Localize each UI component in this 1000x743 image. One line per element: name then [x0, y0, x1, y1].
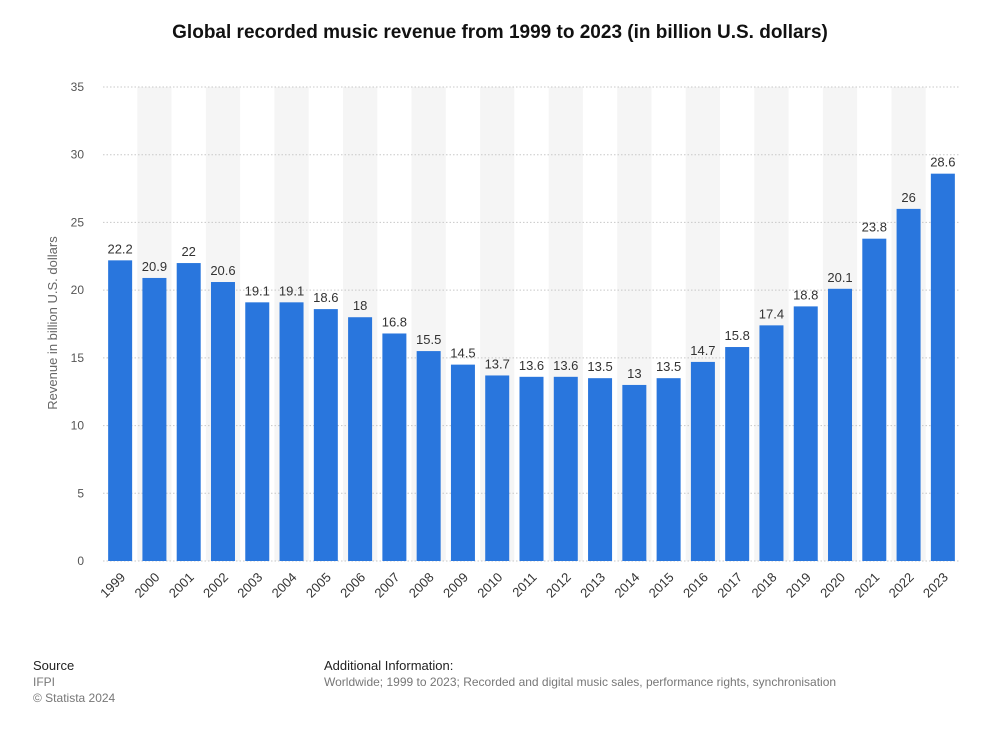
x-tick-label: 2012	[543, 570, 574, 601]
source-block: Source IFPI © Statista 2024	[33, 658, 115, 706]
y-tick-label: 10	[71, 419, 85, 433]
chart-title: Global recorded music revenue from 1999 …	[172, 22, 828, 43]
additional-info-block: Additional Information: Worldwide; 1999 …	[324, 658, 836, 690]
y-axis-label: Revenue in billion U.S. dollars	[45, 236, 60, 410]
x-tick-label: 2021	[851, 570, 882, 601]
x-tick-label: 2007	[371, 570, 402, 601]
x-tick-label: 2019	[783, 570, 814, 601]
x-tick-label: 2001	[166, 570, 197, 601]
bar[interactable]	[656, 378, 681, 561]
x-tick-label: 2002	[200, 570, 231, 601]
x-tick-label: 2013	[577, 570, 608, 601]
data-label: 28.6	[930, 155, 955, 170]
x-tick-label: 2015	[646, 570, 677, 601]
copyright: © Statista 2024	[33, 691, 116, 705]
y-tick-label: 0	[77, 554, 84, 568]
bar[interactable]	[416, 351, 441, 561]
bar[interactable]	[348, 317, 373, 561]
data-label: 16.8	[382, 314, 407, 329]
y-tick-label: 20	[71, 283, 85, 297]
bar[interactable]	[450, 364, 475, 561]
data-label: 18	[353, 298, 367, 313]
y-axis-ticks: 0 5 10 15 20 25 30 35	[71, 80, 85, 568]
additional-info-text: Worldwide; 1999 to 2023; Recorded and di…	[324, 675, 837, 689]
data-label: 13	[627, 366, 641, 381]
data-label: 20.1	[827, 270, 852, 285]
data-label: 13.6	[553, 358, 578, 373]
bar[interactable]	[142, 277, 167, 561]
bar[interactable]	[485, 375, 510, 561]
bar[interactable]	[519, 376, 544, 561]
bar[interactable]	[930, 173, 955, 561]
bar[interactable]	[279, 302, 304, 561]
data-label: 19.1	[279, 283, 304, 298]
data-label: 22.2	[107, 241, 132, 256]
data-labels: 22.2 20.9 22 20.6 19.1 19.1 18.6 18 16.8 15.5 14.5…	[107, 155, 955, 381]
bar-chart: 0 5 10 15 20 25 30 35 22.2 20.9 22 20.6 19.1 19.1 18.…	[45, 80, 960, 601]
source-heading: Source	[33, 658, 75, 673]
data-label: 14.5	[450, 346, 475, 361]
bar[interactable]	[313, 309, 338, 561]
y-tick-label: 5	[77, 486, 84, 500]
bar[interactable]	[382, 333, 407, 561]
x-tick-label: 1999	[97, 570, 128, 601]
bar[interactable]	[862, 238, 887, 561]
bar[interactable]	[896, 208, 921, 561]
data-label: 20.9	[142, 259, 167, 274]
data-label: 20.6	[210, 263, 235, 278]
x-tick-label: 2017	[714, 570, 745, 601]
bar[interactable]	[622, 384, 647, 561]
data-label: 13.6	[519, 358, 544, 373]
x-tick-label: 2022	[886, 570, 917, 601]
bar[interactable]	[793, 306, 818, 561]
x-tick-label: 2016	[680, 570, 711, 601]
bar[interactable]	[690, 361, 715, 561]
bar[interactable]	[759, 325, 784, 561]
bar[interactable]	[245, 302, 270, 561]
x-tick-label: 2011	[509, 570, 539, 600]
data-label: 13.5	[656, 359, 681, 374]
data-label: 23.8	[862, 220, 887, 235]
x-tick-label: 2023	[920, 570, 951, 601]
bar[interactable]	[210, 282, 235, 561]
y-tick-label: 30	[71, 148, 85, 162]
x-tick-label: 2005	[303, 570, 334, 601]
x-tick-label: 2009	[440, 570, 471, 601]
data-label: 18.8	[793, 287, 818, 302]
y-tick-label: 35	[71, 80, 85, 94]
x-tick-label: 2014	[611, 570, 642, 601]
bar[interactable]	[588, 378, 613, 561]
bar[interactable]	[176, 263, 201, 561]
data-label: 13.7	[485, 356, 510, 371]
data-label: 17.4	[759, 306, 784, 321]
bar[interactable]	[725, 347, 750, 561]
x-tick-label: 2000	[131, 570, 162, 601]
bar[interactable]	[108, 260, 133, 561]
x-tick-label: 2010	[474, 570, 505, 601]
data-label: 26	[901, 190, 915, 205]
data-label: 18.6	[313, 290, 338, 305]
data-label: 22	[181, 244, 195, 259]
x-tick-label: 2004	[269, 570, 300, 601]
source-name[interactable]: IFPI	[33, 675, 56, 689]
data-label: 15.8	[725, 328, 750, 343]
x-tick-label: 2020	[817, 570, 848, 601]
x-tick-label: 2018	[749, 570, 780, 601]
x-tick-label: 2008	[406, 570, 437, 601]
x-tick-label: 2006	[337, 570, 368, 601]
data-label: 19.1	[245, 283, 270, 298]
x-axis-ticks: 1999 2000 2001 2002 2003 2004 2005 2006 2007 2008…	[97, 570, 951, 601]
bar[interactable]	[553, 376, 578, 561]
y-tick-label: 15	[71, 351, 85, 365]
data-label: 15.5	[416, 332, 441, 347]
bars	[108, 173, 955, 561]
data-label: 13.5	[587, 359, 612, 374]
bar[interactable]	[828, 288, 853, 561]
x-tick-label: 2003	[234, 570, 265, 601]
additional-info-heading: Additional Information:	[324, 658, 454, 673]
y-tick-label: 25	[71, 215, 85, 229]
data-label: 14.7	[690, 343, 715, 358]
